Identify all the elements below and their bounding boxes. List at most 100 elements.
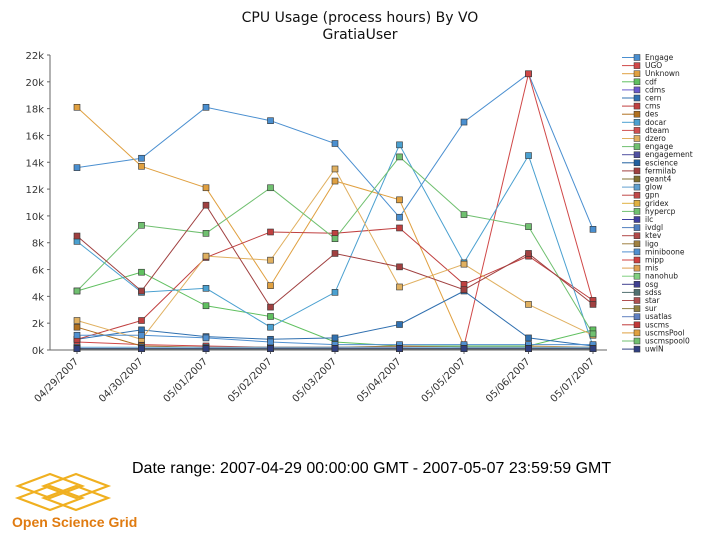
legend-label: gridex bbox=[645, 199, 669, 208]
data-point bbox=[73, 317, 81, 324]
legend-swatch bbox=[633, 313, 641, 320]
legend-swatch bbox=[633, 337, 641, 345]
legend-swatch bbox=[633, 191, 641, 199]
data-point bbox=[396, 224, 403, 232]
legend-label: Unknown bbox=[645, 69, 680, 78]
data-point bbox=[589, 301, 597, 308]
data-point bbox=[73, 287, 81, 295]
osg-logo-icon bbox=[14, 472, 112, 512]
legend-label: ilc bbox=[645, 215, 653, 224]
data-point bbox=[73, 103, 81, 111]
cpu-usage-chart: CPU Usage (process hours) By VO GratiaUs… bbox=[25, 10, 693, 405]
legend-label: UGO bbox=[645, 61, 662, 70]
data-point bbox=[331, 235, 339, 243]
data-point bbox=[460, 345, 468, 352]
legend-swatch bbox=[633, 143, 641, 150]
x-tick-label: 04/30/2007 bbox=[97, 356, 146, 405]
legend-swatch bbox=[633, 151, 641, 158]
chart-title: CPU Usage (process hours) By VO bbox=[242, 10, 479, 26]
data-point bbox=[267, 184, 274, 192]
data-point bbox=[73, 232, 81, 240]
data-point bbox=[525, 152, 532, 159]
y-tick-label: 18k bbox=[25, 105, 44, 116]
data-point bbox=[138, 331, 145, 339]
legend-swatch bbox=[633, 289, 641, 296]
legend-swatch bbox=[633, 175, 641, 183]
data-point bbox=[138, 221, 145, 229]
data-point bbox=[525, 345, 532, 352]
legend-label: cern bbox=[645, 94, 662, 103]
data-point bbox=[525, 223, 532, 230]
data-point bbox=[202, 302, 210, 310]
data-point bbox=[396, 345, 403, 352]
data-point bbox=[589, 330, 597, 338]
legend-label: glow bbox=[645, 183, 663, 192]
data-point bbox=[202, 201, 210, 209]
data-point bbox=[267, 282, 274, 289]
legend-label: cdms bbox=[645, 85, 665, 94]
data-point bbox=[396, 141, 403, 149]
data-point bbox=[138, 154, 145, 162]
legend-label: engage bbox=[645, 142, 673, 151]
legend-swatch bbox=[633, 62, 641, 69]
x-tick-label: 05/07/2007 bbox=[549, 356, 598, 405]
legend-swatch bbox=[633, 119, 641, 126]
data-point bbox=[138, 287, 145, 295]
legend-label: ligo bbox=[645, 239, 659, 248]
legend-swatch bbox=[633, 54, 641, 61]
x-tick-label: 05/05/2007 bbox=[420, 356, 469, 405]
legend-label: mipp bbox=[645, 256, 664, 265]
legend-label: ivdgl bbox=[645, 223, 663, 232]
data-point bbox=[460, 211, 468, 218]
legend-swatch bbox=[633, 78, 641, 86]
legend-label: hypercp bbox=[645, 207, 676, 216]
data-point bbox=[460, 118, 468, 126]
legend-swatch bbox=[633, 135, 641, 142]
legend-label: Engage bbox=[645, 53, 674, 62]
data-point bbox=[525, 301, 532, 308]
data-point bbox=[73, 331, 81, 339]
chart-legend: EngageUGOUnknowncdfcdmscerncmsdesdocardt… bbox=[622, 53, 693, 354]
legend-label: nanohub bbox=[645, 272, 678, 281]
x-tick-label: 05/02/2007 bbox=[226, 356, 275, 405]
data-point bbox=[202, 345, 210, 352]
series-lines bbox=[76, 71, 594, 350]
data-point bbox=[202, 285, 210, 292]
x-tick-label: 05/03/2007 bbox=[291, 356, 340, 405]
y-tick-label: 10k bbox=[25, 212, 44, 223]
data-point bbox=[138, 345, 145, 352]
data-point bbox=[73, 164, 81, 171]
data-point bbox=[267, 228, 274, 236]
data-point bbox=[589, 345, 597, 352]
legend-label: docar bbox=[645, 118, 667, 127]
legend-swatch bbox=[633, 305, 641, 312]
date-range-text: Date range: 2007-04-29 00:00:00 GMT - 20… bbox=[132, 460, 612, 477]
y-tick-label: 4k bbox=[32, 292, 44, 303]
legend-label: miniboone bbox=[645, 247, 685, 256]
legend-swatch bbox=[633, 110, 641, 118]
legend-swatch bbox=[633, 200, 641, 207]
legend-swatch bbox=[633, 329, 641, 337]
legend-label: uscmspool0 bbox=[645, 337, 690, 346]
y-tick-label: 16k bbox=[25, 131, 44, 142]
data-point bbox=[525, 250, 532, 257]
data-point bbox=[73, 345, 81, 352]
data-point bbox=[396, 153, 403, 161]
data-point bbox=[460, 286, 468, 293]
data-point bbox=[267, 117, 274, 125]
data-point bbox=[589, 226, 597, 233]
legend-label: escience bbox=[645, 158, 678, 167]
data-point bbox=[267, 256, 274, 264]
legend-label: sdss bbox=[645, 288, 662, 297]
y-tick-label: 2k bbox=[32, 319, 44, 330]
data-point bbox=[267, 345, 274, 352]
legend-swatch bbox=[633, 94, 641, 102]
legend-label: cms bbox=[645, 102, 660, 111]
data-point bbox=[396, 321, 403, 328]
data-point bbox=[202, 252, 210, 260]
chart-subtitle: GratiaUser bbox=[322, 27, 397, 43]
legend-label: mis bbox=[645, 264, 658, 273]
legend-swatch bbox=[633, 232, 641, 239]
legend-swatch bbox=[633, 272, 641, 280]
legend-label: usatlas bbox=[645, 312, 672, 321]
